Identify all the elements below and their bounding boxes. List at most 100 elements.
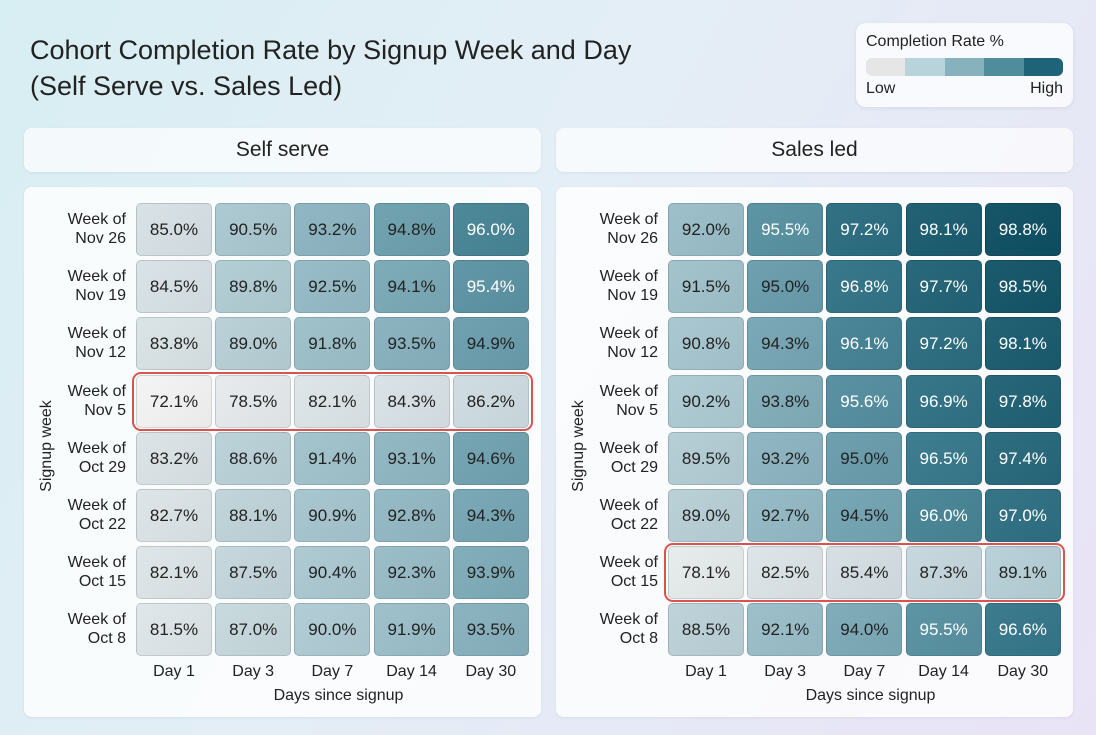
heatmap-cell: 87.3% — [905, 546, 982, 600]
column-label: Day 3 — [764, 663, 807, 680]
heatmap-cell: 94.1% — [373, 260, 450, 314]
x-axis-label: Days since signup — [273, 687, 404, 704]
heatmap-cell: 84.3% — [373, 374, 450, 428]
legend-swatch — [1023, 58, 1063, 76]
heatmap-cell: 90.4% — [294, 546, 371, 600]
heatmap-cell: 82.7% — [136, 489, 212, 542]
heatmap-cell: 90.8% — [668, 317, 744, 371]
column-label: Day 1 — [153, 663, 195, 680]
row-label: Week of Oct 29 — [599, 439, 658, 476]
heatmap-cell: 94.6% — [452, 431, 529, 485]
heatmap-cell: 94.8% — [373, 203, 450, 256]
heatmap-cell: 94.0% — [826, 603, 903, 657]
column-label: Day 14 — [918, 663, 969, 680]
heatmap-cell: 91.5% — [668, 260, 744, 314]
heatmap-cell: 96.9% — [905, 374, 982, 428]
heatmap-cell: 98.1% — [984, 317, 1061, 371]
row-label: Week of Oct 22 — [599, 497, 658, 533]
heatmap-cell: 88.6% — [215, 431, 292, 485]
legend-title: Completion Rate % — [866, 33, 1004, 50]
heatmap-cell: 93.1% — [373, 431, 450, 485]
heatmap-cell: 82.5% — [747, 546, 824, 600]
heatmap-cell: 94.9% — [452, 317, 529, 371]
heatmap-cell: 95.0% — [747, 260, 824, 314]
heatmap-cell: 90.0% — [294, 603, 371, 657]
heatmap-cell: 95.4% — [452, 260, 529, 314]
heatmap-cell: 82.1% — [294, 374, 371, 428]
heatmap-cell: 89.5% — [668, 431, 744, 485]
heatmap-cell: 93.8% — [747, 374, 824, 428]
title-line-1: Cohort Completion Rate by Signup Week an… — [30, 35, 632, 65]
heatmap-cell: 95.5% — [747, 203, 824, 256]
panel-header-sales-led: Sales led — [556, 128, 1073, 172]
column-label: Day 3 — [232, 663, 275, 680]
heatmap-cell: 98.8% — [984, 203, 1061, 256]
heatmap-cell: 83.2% — [136, 431, 212, 485]
heatmap-cell: 88.5% — [668, 603, 744, 657]
row-label: Week of Nov 5 — [599, 382, 658, 419]
heatmap-cell: 97.2% — [905, 317, 982, 371]
heatmap-cell: 92.8% — [373, 489, 450, 542]
heatmap-cell: 95.6% — [826, 374, 903, 428]
legend-swatch — [944, 58, 985, 76]
row-label: Week of Oct 8 — [67, 611, 126, 648]
heatmap-cell: 91.8% — [294, 317, 371, 371]
heatmap-cell: 89.8% — [215, 260, 292, 314]
row-label: Week of Nov 19 — [599, 268, 658, 305]
heatmap-cell: 83.8% — [136, 317, 212, 371]
heatmap-cell: 91.9% — [373, 603, 450, 657]
row-label: Week of Oct 15 — [67, 554, 126, 591]
heatmap-cell: 78.5% — [215, 374, 292, 428]
heatmap-cell: 97.8% — [984, 374, 1061, 428]
highlighted-row-outline — [132, 371, 533, 431]
heatmap-cell: 93.2% — [747, 431, 824, 485]
heatmap-cell: 87.5% — [215, 546, 292, 600]
heatmap-cell: 84.5% — [136, 260, 212, 314]
heatmap-cell: 94.3% — [452, 489, 529, 542]
heatmap-cell: 85.0% — [136, 203, 212, 256]
heatmap-cell: 93.5% — [373, 317, 450, 371]
legend-high-label: High — [1030, 80, 1063, 97]
legend-low-label: Low — [866, 80, 896, 97]
heatmap-cell: 97.2% — [826, 203, 903, 256]
row-label: Week of Oct 29 — [67, 439, 126, 476]
color-legend: Completion Rate % Low High — [856, 23, 1073, 107]
title-line-2: (Self Serve vs. Sales Led) — [30, 71, 343, 101]
heatmap-cell: 78.1% — [668, 546, 744, 600]
heatmap-cell: 91.4% — [294, 431, 371, 485]
legend-swatch — [905, 58, 945, 76]
heatmap-cell: 95.0% — [826, 431, 903, 485]
heatmap-cell: 96.6% — [984, 603, 1061, 657]
heatmap-cell: 94.3% — [747, 317, 824, 371]
row-label: Week of Oct 8 — [599, 611, 658, 648]
heatmap-cell: 92.1% — [747, 603, 824, 657]
heatmap-cell: 96.5% — [905, 431, 982, 485]
legend-swatch — [984, 58, 1024, 76]
heatmap-cell: 96.1% — [826, 317, 903, 371]
heatmap-cell: 82.1% — [136, 546, 212, 600]
column-label: Day 1 — [685, 663, 727, 680]
heatmap-cell: 93.2% — [294, 203, 371, 256]
column-label: Day 14 — [386, 663, 437, 680]
heatmap-cell: 92.5% — [294, 260, 371, 314]
heatmap-self-serve: Signup week Days since signup Week of Nov… — [24, 187, 541, 717]
heatmap-cell: 95.5% — [905, 603, 982, 657]
heatmap-cell: 92.7% — [747, 489, 824, 542]
panel-header-self-serve: Self serve — [24, 128, 541, 172]
heatmap-cell: 97.4% — [984, 431, 1061, 485]
heatmap-cell: 92.3% — [373, 546, 450, 600]
heatmap-cell: 98.5% — [984, 260, 1061, 314]
heatmap-cell: 96.0% — [905, 489, 982, 542]
heatmap-cell: 92.0% — [668, 203, 744, 256]
heatmap-cell: 93.5% — [452, 603, 529, 657]
heatmap-cell: 97.0% — [984, 489, 1061, 542]
row-label: Week of Nov 12 — [599, 325, 658, 362]
heatmap-cell: 85.4% — [826, 546, 903, 600]
heatmap-sales-led: Signup week Days since signup Week of Nov… — [556, 187, 1073, 717]
column-label: Day 30 — [465, 663, 517, 680]
heatmap-cell: 86.2% — [452, 374, 529, 428]
chart-title: Cohort Completion Rate by Signup Week an… — [30, 32, 631, 104]
heatmap-cell: 97.7% — [905, 260, 982, 314]
heatmap-cell: 88.1% — [215, 489, 292, 542]
row-label: Week of Nov 19 — [67, 268, 126, 305]
